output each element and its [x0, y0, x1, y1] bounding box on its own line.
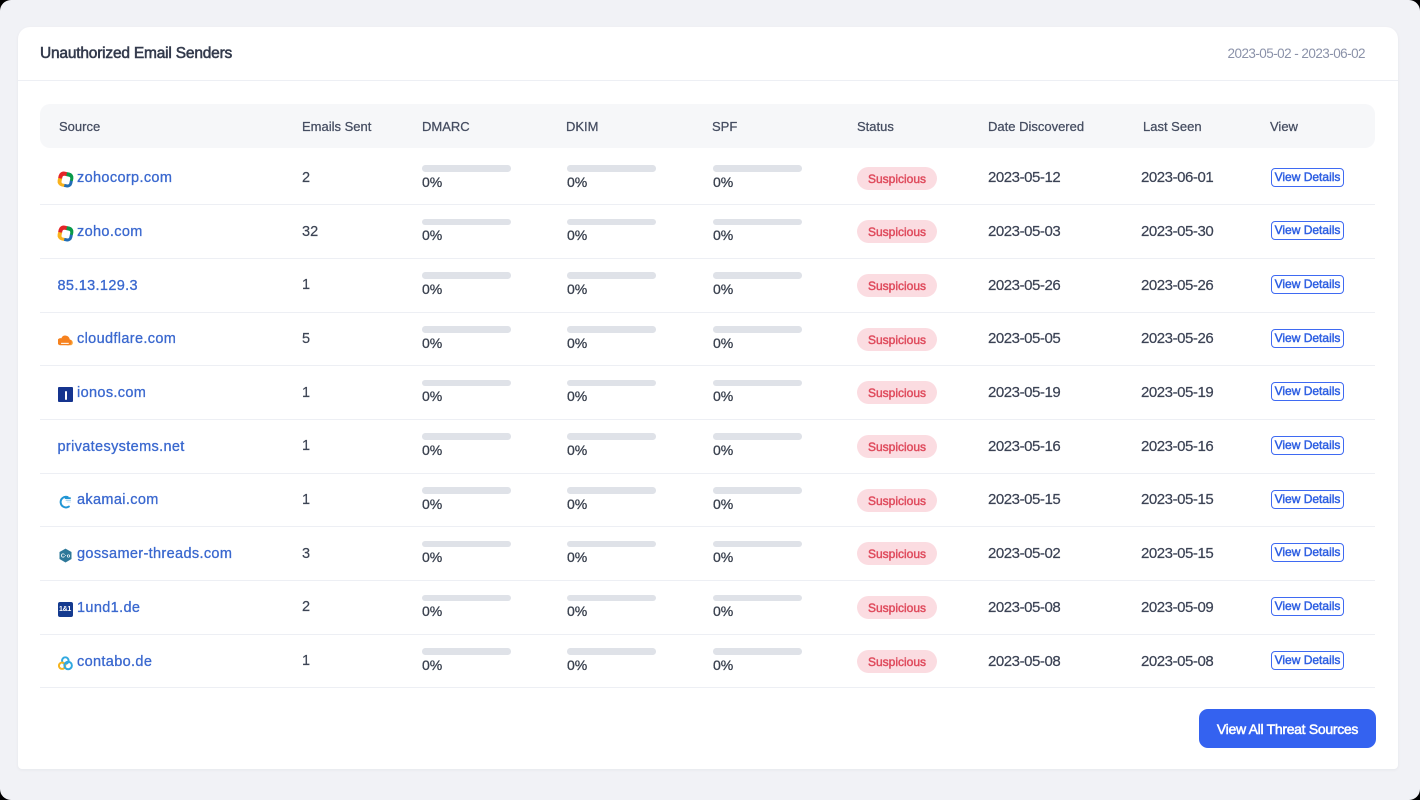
svg-text:C·o: C·o: [60, 554, 70, 560]
